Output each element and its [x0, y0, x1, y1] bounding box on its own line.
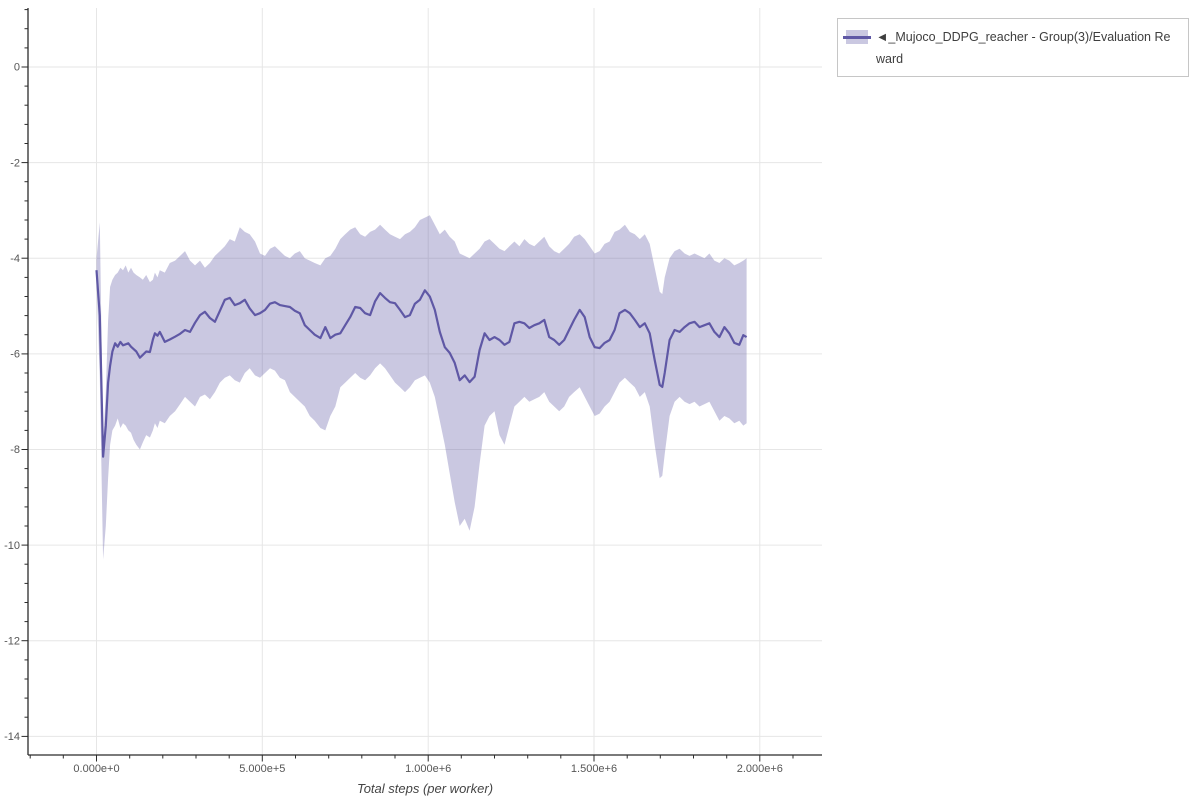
y-tick-label: -14: [4, 731, 20, 743]
mean-line: [95, 270, 748, 458]
legend-swatch-band-icon: [843, 30, 871, 44]
y-tick-label: -10: [4, 540, 20, 552]
legend-item[interactable]: ◄_Mujoco_DDPG_reacher - Group(3)/Evaluat…: [843, 26, 1176, 70]
y-tick-label: -8: [10, 444, 20, 456]
y-tick-label: -12: [4, 635, 20, 647]
confidence-band: [96, 215, 747, 560]
x-tick-label: 0.000e+0: [73, 763, 119, 775]
y-tick-label: 0: [14, 62, 20, 74]
tick-labels: 0 -2 -4 -6 -8 -10 -12 -14 0.000e+0 5.000e+5 1.000e…: [4, 62, 783, 775]
y-tick-label: -2: [10, 157, 20, 169]
gridlines: [28, 8, 822, 755]
legend-swatch-line-icon: [843, 35, 871, 39]
x-tick-label: 2.000e+6: [737, 763, 783, 775]
x-tick-label: 1.000e+6: [405, 763, 451, 775]
x-tick-label: 1.500e+6: [571, 763, 617, 775]
legend-series-label: ◄_Mujoco_DDPG_reacher - Group(3)/Evaluat…: [876, 30, 1171, 66]
x-axis-title: Total steps (per worker): [356, 781, 494, 796]
x-tick-label: 5.000e+5: [239, 763, 285, 775]
y-tick-label: -4: [10, 253, 20, 265]
y-tick-label: -6: [10, 349, 20, 361]
axes: [27, 8, 822, 756]
tick-marks: [21, 9, 794, 762]
legend-box: ◄_Mujoco_DDPG_reacher - Group(3)/Evaluat…: [837, 18, 1189, 77]
